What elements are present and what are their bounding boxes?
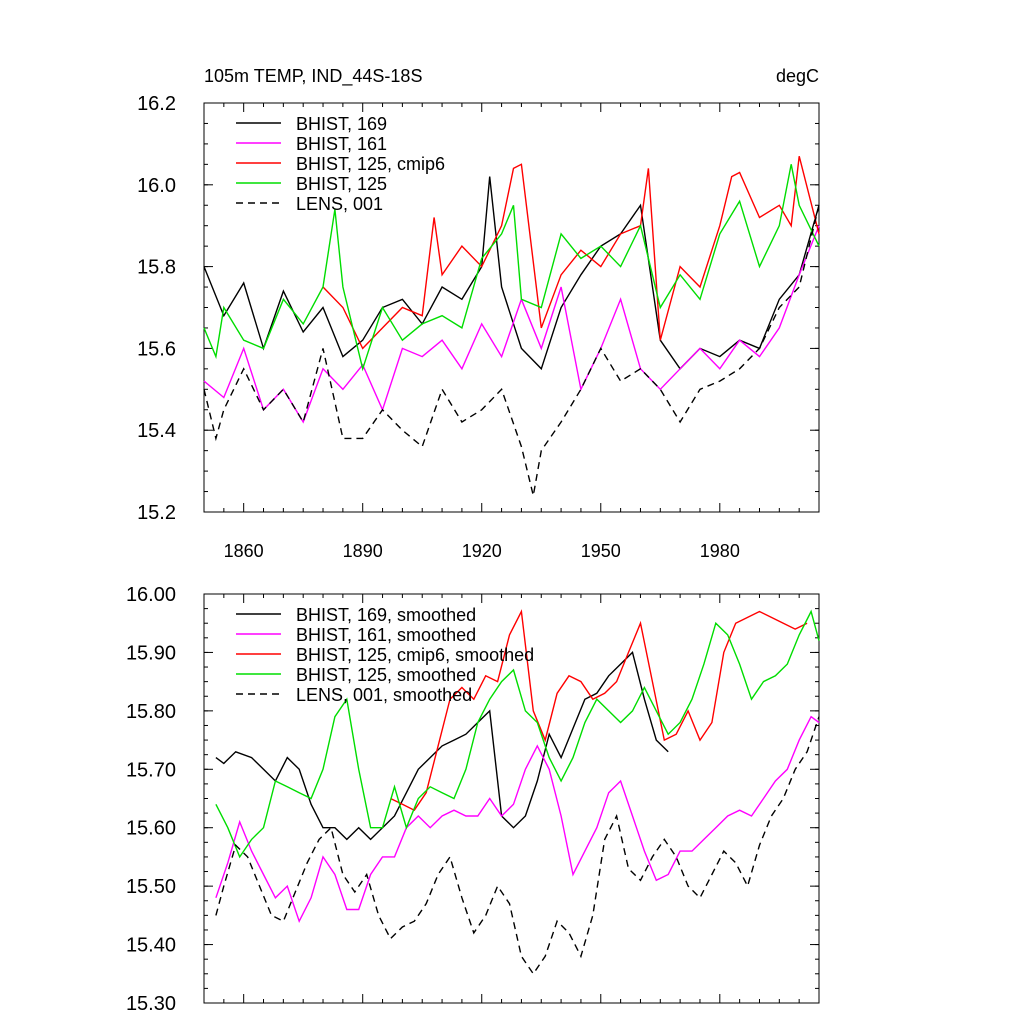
- bottom-legend-label: BHIST, 161, smoothed: [296, 625, 476, 645]
- top-xtick-label: 1890: [343, 541, 383, 561]
- bottom-series-bhist-169-smoothed: [215, 651, 669, 841]
- top-legend-label: BHIST, 125: [296, 174, 387, 194]
- bottom-legend-label: BHIST, 125, cmip6, smoothed: [296, 645, 534, 665]
- top-units: degC: [776, 66, 819, 86]
- top-title: 105m TEMP, IND_44S-18S: [204, 66, 422, 87]
- top-xtick-label: 1950: [581, 541, 621, 561]
- top-axes: 1860 1890 1920 1950 1980 15.2 15.4 15.6 15.8 16.0…: [137, 93, 820, 561]
- top-xtick-label: 1980: [700, 541, 740, 561]
- bottom-panel: 15.30 15.40 15.50 15.60 15.70 15.80 15.90 16.00…: [126, 584, 820, 1015]
- top-series-lines: [203, 156, 820, 496]
- top-series-bhist-161: [203, 225, 820, 424]
- bottom-ytick-label: 15.60: [126, 818, 176, 840]
- top-legend-label: BHIST, 161: [296, 134, 387, 154]
- top-ytick-label: 15.8: [137, 257, 176, 279]
- bottom-series-lens-001-smoothed: [215, 716, 820, 976]
- bottom-ytick-label: 15.90: [126, 642, 176, 664]
- top-legend-label: BHIST, 125, cmip6: [296, 154, 445, 174]
- top-xtick-label: 1860: [224, 541, 264, 561]
- top-series-bhist-125-cmip6: [322, 156, 820, 350]
- bottom-ytick-label: 15.80: [126, 701, 176, 723]
- bottom-series-lines: [215, 609, 820, 976]
- bottom-series-bhist-161-smoothed: [215, 715, 820, 923]
- top-ytick-label: 15.4: [137, 420, 176, 442]
- top-series-lens-001: [203, 205, 820, 496]
- bottom-ytick-label: 15.70: [126, 759, 176, 781]
- bottom-series-bhist-125-cmip6-smoothed: [390, 609, 808, 812]
- top-panel: 105m TEMP, IND_44S-18S degC 1860 1890 1920…: [137, 66, 820, 561]
- bottom-legend-label: BHIST, 125, smoothed: [296, 665, 476, 685]
- bottom-ytick-label: 15.50: [126, 876, 176, 898]
- bottom-series-bhist-125-smoothed: [215, 609, 820, 859]
- top-series-bhist-125: [203, 164, 820, 372]
- bottom-legend-label: LENS, 001, smoothed: [296, 685, 472, 705]
- top-legend-label: LENS, 001: [296, 194, 383, 214]
- bottom-legend-label: BHIST, 169, smoothed: [296, 605, 476, 625]
- top-series-bhist-169: [203, 176, 820, 371]
- bottom-ytick-label: 16.00: [126, 584, 176, 606]
- top-ytick-label: 15.2: [137, 502, 176, 524]
- bottom-ytick-label: 15.30: [126, 993, 176, 1015]
- top-ytick-label: 15.6: [137, 338, 176, 360]
- top-xtick-label: 1920: [462, 541, 502, 561]
- top-legend-label: BHIST, 169: [296, 114, 387, 134]
- top-ytick-label: 16.0: [137, 175, 176, 197]
- top-ytick-label: 16.2: [137, 93, 176, 115]
- bottom-axes: 15.30 15.40 15.50 15.60 15.70 15.80 15.90 16.00: [126, 584, 820, 1015]
- bottom-ytick-label: 15.40: [126, 935, 176, 957]
